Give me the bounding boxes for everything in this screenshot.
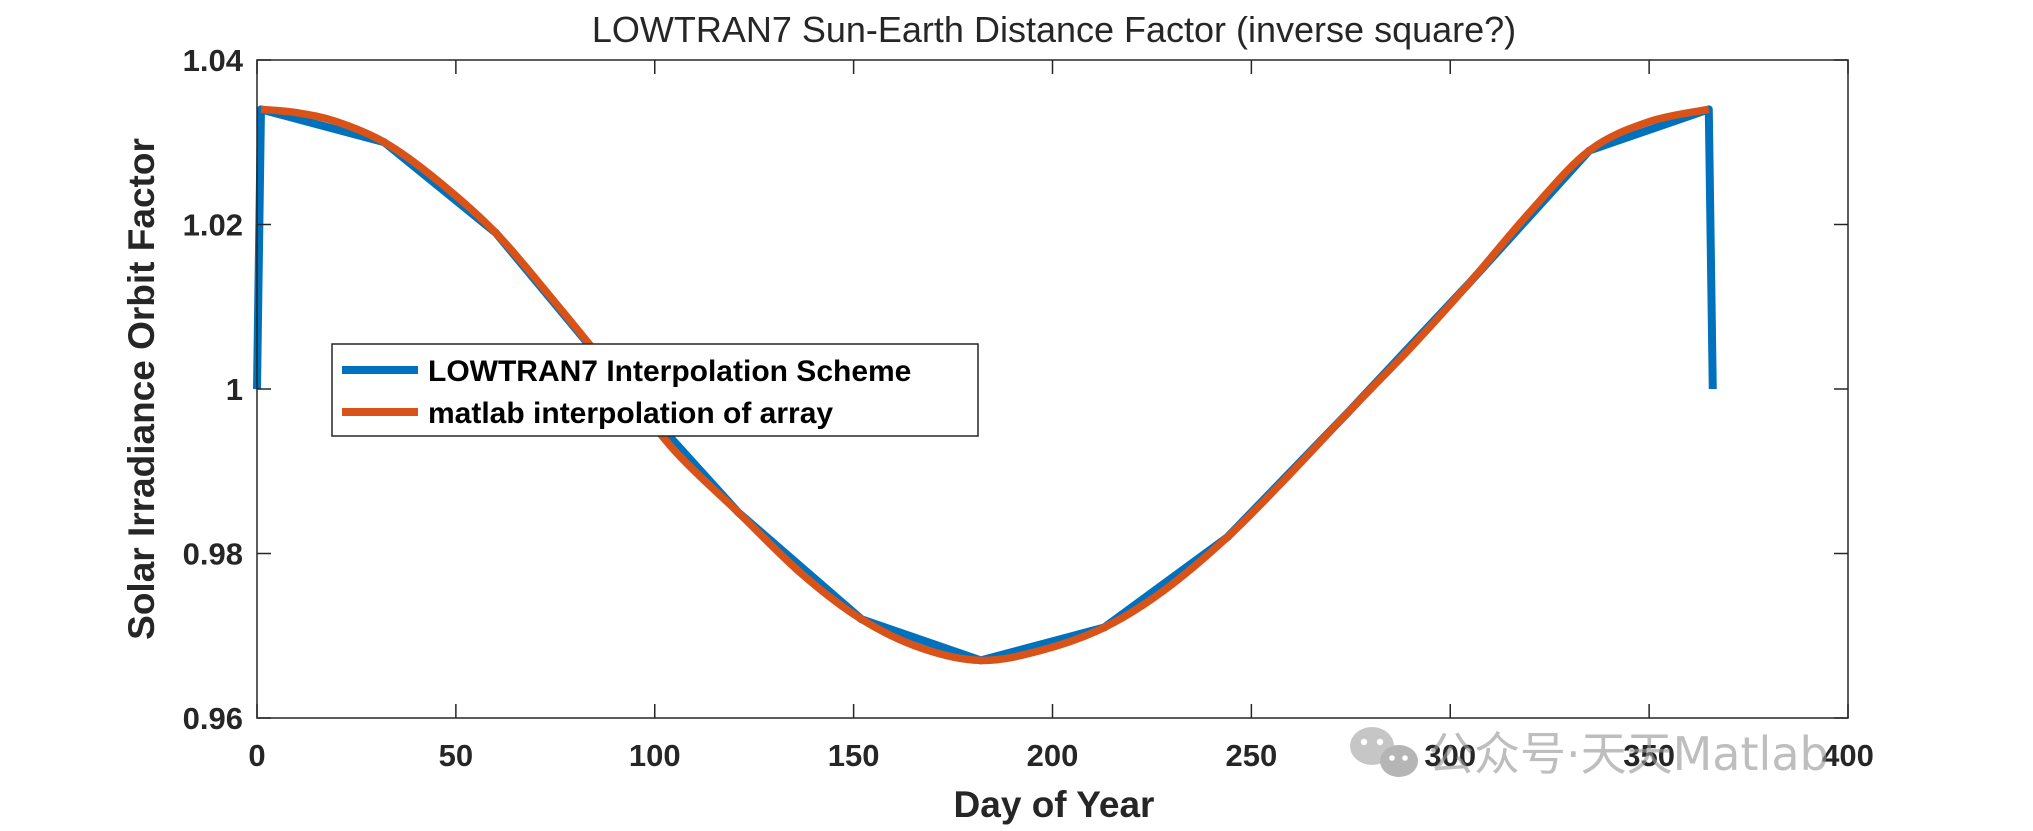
watermark: 公众号·天天Matlab (1350, 727, 1829, 781)
chart-title: LOWTRAN7 Sun-Earth Distance Factor (inve… (592, 9, 1516, 50)
y-tick-label: 0.98 (183, 537, 243, 572)
x-axis-label: Day of Year (954, 784, 1155, 825)
legend-label-matlab: matlab interpolation of array (428, 397, 833, 430)
legend: LOWTRAN7 Interpolation Scheme matlab int… (331, 343, 979, 437)
x-tick-label: 200 (1027, 738, 1079, 773)
legend-box (331, 343, 979, 437)
y-tick-label: 0.96 (183, 701, 243, 736)
y-axis-label: Solar Irradiance Orbit Factor (121, 138, 162, 640)
y-axis-ticks: 0.96 0.98 1 1.02 1.04 (183, 43, 1848, 736)
x-tick-label: 100 (629, 738, 681, 773)
y-tick-label: 1.02 (183, 208, 243, 243)
y-tick-label: 1 (226, 372, 243, 407)
x-tick-label: 300 (1424, 738, 1476, 773)
y-tick-label: 1.04 (183, 43, 244, 78)
x-tick-label: 150 (828, 738, 880, 773)
legend-label-lowtran7: LOWTRAN7 Interpolation Scheme (428, 355, 911, 388)
watermark-text: 公众号·天天Matlab (1428, 727, 1829, 781)
x-tick-label: 400 (1822, 738, 1874, 773)
wechat-icon (1350, 727, 1418, 777)
x-tick-label: 350 (1623, 738, 1675, 773)
x-tick-label: 50 (439, 738, 473, 773)
series-line-matlab (260, 105, 1710, 665)
x-tick-label: 250 (1226, 738, 1278, 773)
x-axis-ticks: 0 50 100 150 200 250 300 350 400 (248, 60, 1874, 773)
data-series-layer (253, 105, 1717, 665)
x-tick-label: 0 (248, 738, 265, 773)
